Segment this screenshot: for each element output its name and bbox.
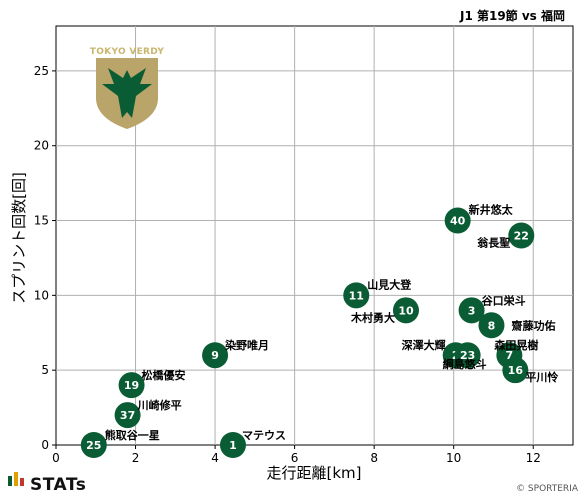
x-tick-label: 4 xyxy=(211,451,219,465)
crest-eagle xyxy=(102,68,152,118)
player-name-label: 綱島悠斗 xyxy=(443,357,487,371)
player-number-label: 25 xyxy=(86,439,101,452)
player-number-label: 11 xyxy=(349,289,364,302)
player-number-label: 19 xyxy=(124,379,139,392)
x-axis-title: 走行距離[km] xyxy=(266,464,361,482)
player-number-label: 8 xyxy=(488,319,496,332)
player-number-label: 7 xyxy=(506,349,514,362)
player-name-label: 新井悠太 xyxy=(469,203,514,217)
player-name-label: 木村勇大 xyxy=(350,310,395,324)
player-number-label: 37 xyxy=(120,409,135,422)
player-name-label: 山見大登 xyxy=(367,277,412,291)
y-tick-label: 10 xyxy=(34,288,49,302)
player-number-label: 40 xyxy=(450,215,466,228)
player-number-label: 3 xyxy=(468,304,476,317)
player-name-label: 川崎修平 xyxy=(137,398,182,412)
player-number-label: 22 xyxy=(514,230,529,243)
crest-wordmark: TOKYO VERDY xyxy=(90,47,165,57)
x-axis-ticks: 0 2 4 6 8 10 12 xyxy=(52,445,541,465)
player-number-label: 23 xyxy=(460,349,475,362)
stats-logo: STATs xyxy=(8,472,86,495)
player-name-label: 熊取谷一星 xyxy=(105,428,160,442)
copyright: © SPORTERIA xyxy=(516,484,579,494)
player-point: 熊取谷一星 25 xyxy=(80,428,160,458)
player-name-label: 森田晃樹 xyxy=(494,338,538,352)
point-marker xyxy=(343,282,370,309)
x-tick-label: 10 xyxy=(446,451,461,465)
player-name-label: 平川怜 xyxy=(525,370,558,384)
point-marker xyxy=(454,342,481,369)
y-tick-label: 20 xyxy=(34,139,49,153)
y-axis-ticks: 0 5 10 15 20 25 xyxy=(34,64,56,452)
y-tick-label: 0 xyxy=(41,438,49,452)
player-name-label: 齋藤功佑 xyxy=(510,318,555,332)
player-point: 染野唯月 9 xyxy=(202,338,269,369)
player-number-label: 1 xyxy=(229,439,237,452)
stats-logo-text: STATs xyxy=(30,475,86,495)
point-marker xyxy=(202,342,229,369)
point-marker xyxy=(502,357,529,384)
point-marker xyxy=(444,207,471,234)
data-points: 熊取谷一星25マテウス1川崎修平37松橋優安19染野唯月9山見大登11木村勇大1… xyxy=(80,203,558,458)
x-tick-label: 8 xyxy=(370,451,378,465)
point-marker xyxy=(458,297,485,324)
player-point: 谷口栄斗 3 xyxy=(458,293,526,324)
y-axis-title: スプリント回数[回] xyxy=(10,172,28,304)
player-name-label: 谷口栄斗 xyxy=(482,293,526,307)
player-number-label: 10 xyxy=(398,304,414,317)
y-tick-label: 25 xyxy=(34,64,49,78)
player-name-label: 翁長聖 xyxy=(477,236,510,250)
point-marker xyxy=(219,432,246,458)
y-tick-label: 15 xyxy=(34,214,49,228)
x-tick-label: 12 xyxy=(526,451,541,465)
player-name-label: 深澤大輝 xyxy=(402,338,446,352)
x-tick-label: 0 xyxy=(52,451,60,465)
player-point: マテウス 1 xyxy=(219,429,286,458)
player-name-label: 染野唯月 xyxy=(225,338,269,352)
point-marker xyxy=(392,297,419,324)
y-tick-label: 5 xyxy=(41,363,49,377)
player-number-label: 16 xyxy=(508,364,524,377)
point-marker xyxy=(80,432,107,458)
point-marker xyxy=(508,222,535,249)
player-name-label: マテウス xyxy=(242,429,286,442)
x-tick-label: 6 xyxy=(291,451,299,465)
point-marker xyxy=(118,372,145,399)
club-crest-logo: TOKYO VERDY xyxy=(90,47,165,129)
player-name-label: 松橋優安 xyxy=(142,368,186,382)
player-point: 齋藤功佑 8 xyxy=(478,312,555,339)
player-number-label: 9 xyxy=(211,349,219,362)
point-marker xyxy=(478,312,505,339)
player-point: 翁長聖 22 xyxy=(477,222,535,250)
point-marker xyxy=(114,402,141,429)
match-title: J1 第19節 vs 福岡 xyxy=(459,8,565,23)
x-tick-label: 2 xyxy=(132,451,140,465)
